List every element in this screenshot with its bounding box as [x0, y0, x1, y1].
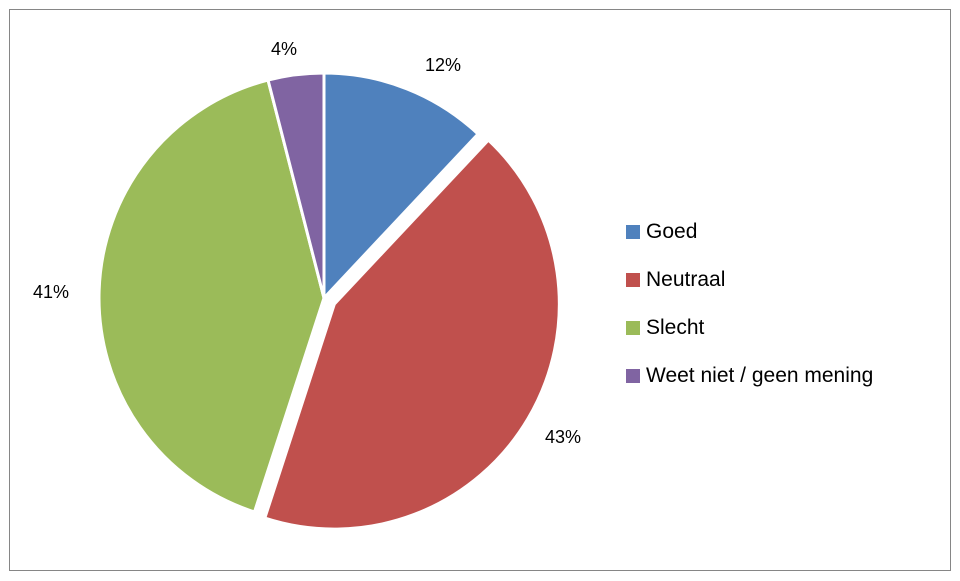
legend-swatch-slecht — [626, 321, 640, 335]
legend-item-goed: Goed — [626, 208, 873, 256]
pie-slice-goed — [322, 71, 480, 300]
legend-swatch-neutraal — [626, 273, 640, 287]
legend-item-neutraal: Neutraal — [626, 256, 873, 304]
pie-slice-neutraal — [263, 138, 561, 531]
legend-label-slecht: Slecht — [646, 316, 705, 339]
legend-swatch-weet-niet — [626, 369, 640, 383]
pie-slice-slecht — [97, 78, 326, 514]
data-label-goed: 12% — [425, 55, 461, 75]
data-label-neutraal: 43% — [545, 427, 581, 447]
legend: Goed Neutraal Slecht Weet niet / geen me… — [626, 208, 873, 400]
legend-item-weet-niet: Weet niet / geen mening — [626, 352, 873, 400]
legend-label-neutraal: Neutraal — [646, 268, 726, 291]
data-label-weet-niet: 4% — [271, 39, 297, 59]
legend-label-weet-niet: Weet niet / geen mening — [646, 364, 874, 387]
data-label-slecht: 41% — [33, 282, 69, 302]
legend-label-goed: Goed — [646, 220, 698, 243]
legend-swatch-goed — [626, 225, 640, 239]
pie-slice-weet-niet — [266, 71, 326, 300]
legend-item-slecht: Slecht — [626, 304, 873, 352]
